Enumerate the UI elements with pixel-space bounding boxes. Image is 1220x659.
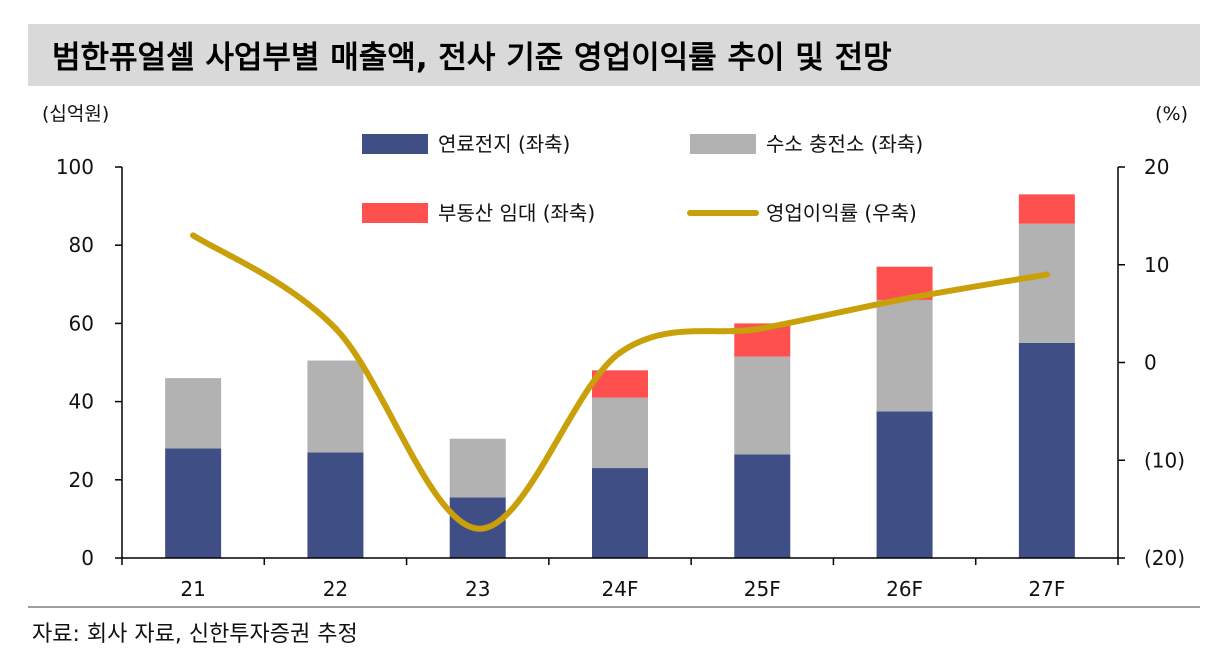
- chart-title: 범한퓨얼셀 사업부별 매출액, 전사 기준 영업이익률 추이 및 전망: [52, 40, 892, 76]
- x-tick-label: 24F: [602, 577, 639, 601]
- operating-margin-point-22: [332, 325, 339, 332]
- x-tick-label: 21: [180, 577, 205, 601]
- x-tick-label: 22: [323, 577, 348, 601]
- bar-수소-충전소-21: [165, 378, 222, 449]
- x-tick-label: 26F: [886, 577, 923, 601]
- legend-label-연료전지: 연료전지 (좌축): [438, 132, 570, 156]
- bar-수소-충전소-27F: [1018, 223, 1075, 343]
- legend-swatch-부동산-임대: [362, 203, 428, 223]
- operating-margin-point-24F: [617, 349, 623, 356]
- operating-margin-point-26F: [901, 295, 908, 302]
- legend-label-부동산-임대: 부동산 임대 (좌축): [438, 201, 595, 225]
- source-divider: [28, 606, 1200, 608]
- right-axis-unit: (%): [1155, 103, 1188, 125]
- bar-수소-충전소-22: [307, 360, 364, 453]
- operating-margin-point-27F: [1043, 271, 1050, 278]
- operating-margin-point-23: [474, 525, 481, 532]
- bar-수소-충전소-23: [449, 438, 506, 498]
- x-tick-label: 25F: [744, 577, 781, 601]
- bar-수소-충전소-26F: [876, 299, 933, 412]
- right-tick-label: (10): [1144, 448, 1185, 472]
- left-axis-unit: (십억원): [42, 103, 109, 125]
- bar-수소-충전소-24F: [592, 397, 648, 469]
- right-tick-label: (20): [1144, 546, 1185, 570]
- left-tick-label: 0: [81, 546, 94, 570]
- x-tick-label: 23: [465, 577, 490, 601]
- legend-label-영업이익률: 영업이익률 (우축): [766, 201, 917, 225]
- operating-margin-point-25F: [759, 325, 766, 332]
- left-tick-label: 40: [69, 390, 94, 414]
- left-tick-label: 100: [56, 155, 94, 179]
- bar-부동산-임대-27F: [1018, 194, 1075, 224]
- left-tick-label: 80: [69, 233, 94, 257]
- right-tick-label: 0: [1144, 351, 1157, 375]
- x-tick-label: 27F: [1028, 577, 1065, 601]
- right-tick-label: 10: [1144, 253, 1169, 277]
- bar-연료전지-22: [307, 452, 364, 558]
- bar-연료전지-26F: [876, 411, 933, 558]
- legend-swatch-연료전지: [362, 134, 428, 154]
- bars: [165, 194, 1075, 558]
- operating-margin-line-layer: [190, 232, 1050, 532]
- title-bar: 범한퓨얼셀 사업부별 매출액, 전사 기준 영업이익률 추이 및 전망: [28, 24, 1200, 86]
- operating-margin-point-21: [190, 232, 197, 239]
- legend: 연료전지 (좌축) 수소 충전소 (좌축) 부동산 임대 (좌축) 영업이익률 (우축…: [362, 132, 923, 225]
- right-tick-label: 20: [1144, 155, 1169, 179]
- legend-swatch-수소-충전소: [690, 134, 756, 154]
- axes: 0 20 40 60 80 100 (20) (10) 0 10 20 21 22 23 24F 25F 26F…: [56, 155, 1185, 601]
- bar-수소-충전소-25F: [734, 356, 791, 455]
- source-note: 자료: 회사 자료, 신한투자증권 추정: [32, 622, 358, 647]
- bar-연료전지-27F: [1018, 342, 1075, 558]
- legend-label-수소-충전소: 수소 충전소 (좌축): [766, 132, 923, 156]
- left-tick-label: 60: [69, 311, 94, 335]
- left-tick-label: 20: [69, 468, 94, 492]
- bar-연료전지-25F: [734, 454, 791, 558]
- bar-연료전지-24F: [592, 468, 648, 558]
- bar-연료전지-21: [165, 448, 222, 558]
